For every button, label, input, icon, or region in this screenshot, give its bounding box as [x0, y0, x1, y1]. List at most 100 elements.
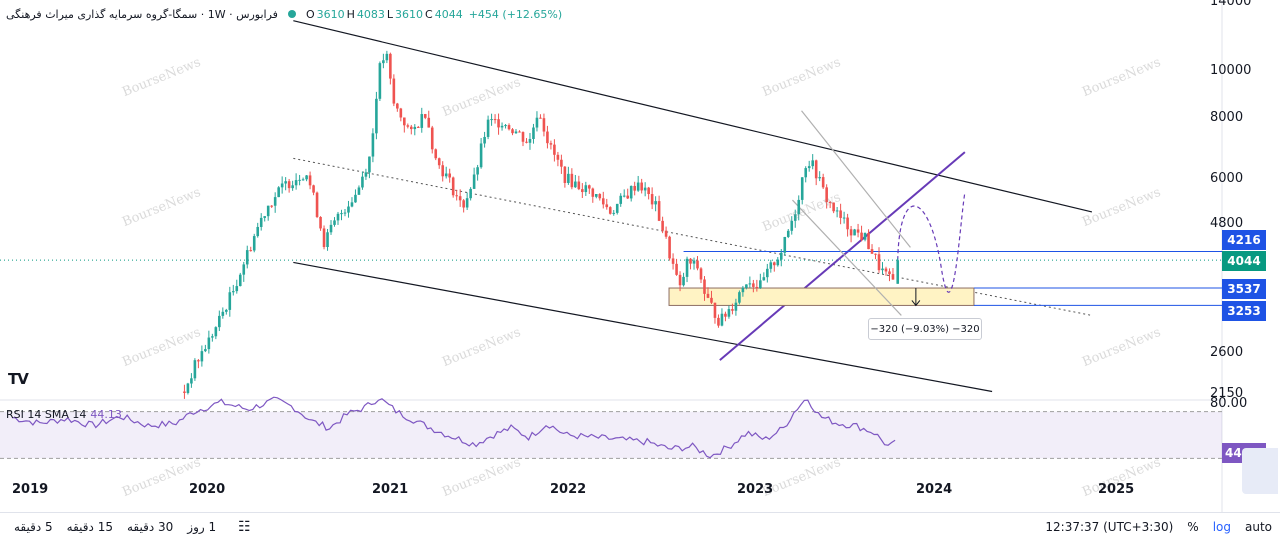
candle-body — [511, 129, 514, 134]
candle-body — [322, 228, 326, 248]
candle-body — [354, 194, 357, 203]
candle-body — [469, 188, 472, 199]
candle-body — [273, 197, 277, 206]
candle-body — [493, 119, 497, 121]
log-toggle[interactable]: log — [1212, 520, 1231, 534]
year-label: 2022 — [550, 482, 587, 497]
candle-body — [839, 210, 842, 218]
support-zone — [668, 287, 975, 306]
candle-body — [399, 108, 403, 118]
year-label: 2020 — [189, 482, 226, 497]
timeframe-1d[interactable]: 1 روز — [187, 520, 217, 534]
timeframe-30m[interactable]: 30 دقیقه — [126, 520, 174, 534]
candle-body — [308, 175, 312, 186]
symbol-title[interactable]: فرابورس · 1W · سمگا-گروه سرمایه گذاری می… — [6, 7, 278, 21]
candle-body — [186, 383, 190, 393]
candle-body — [416, 126, 420, 128]
candle-body — [553, 144, 556, 155]
year-label: 2021 — [372, 482, 409, 497]
rsi-label[interactable]: RSI 14 SMA 14 — [6, 408, 87, 421]
price-tick: 14000 — [1210, 0, 1252, 9]
candle-body — [846, 217, 849, 230]
candle-body — [305, 175, 308, 180]
close-value: 4044 — [434, 7, 463, 21]
timeframe-5m[interactable]: 5 دقیقه — [14, 520, 53, 534]
candle-body — [183, 391, 186, 393]
auto-toggle[interactable]: auto — [1244, 520, 1272, 534]
candle-body — [807, 166, 811, 169]
candle-body — [378, 63, 382, 99]
candle-body — [238, 274, 242, 287]
candle-body — [703, 279, 706, 294]
low-key: L — [386, 7, 394, 21]
candle-body — [455, 195, 458, 197]
clock[interactable]: 12:37:37 (UTC+3:30) — [1045, 520, 1174, 534]
wedge-upper-line — [801, 110, 911, 248]
candle-body — [584, 185, 588, 193]
candle-body — [762, 277, 766, 281]
candle-body — [682, 276, 685, 286]
ohlc-values: O 3610 H 4083 L 3610 C 4044 +454 (+12.65%) — [306, 8, 562, 21]
candle-body — [423, 114, 427, 118]
candle-body — [605, 204, 609, 208]
candle-body — [427, 117, 431, 128]
candle-body — [577, 181, 581, 190]
candle-body — [228, 292, 232, 310]
candle-body — [347, 206, 350, 213]
candle-body — [556, 154, 560, 160]
candle-body — [280, 183, 284, 188]
price-tick: 2150 — [1210, 386, 1244, 401]
candle-body — [800, 177, 804, 200]
low-value: 3610 — [395, 7, 424, 21]
candle-body — [252, 236, 256, 251]
candle-body — [738, 292, 741, 303]
candle-body — [849, 229, 853, 236]
date-range-icon[interactable]: ☷ — [238, 519, 251, 535]
candle-body — [287, 181, 291, 189]
candle-body — [211, 336, 214, 338]
candle-body — [811, 160, 814, 167]
candle-body — [343, 212, 347, 214]
candle-body — [190, 378, 193, 384]
candle-body — [301, 179, 305, 181]
candle-body — [483, 136, 486, 144]
candle-body — [675, 263, 678, 275]
candle-body — [884, 268, 888, 272]
candle-body — [828, 202, 832, 204]
candle-body — [336, 213, 340, 221]
measure-label[interactable]: −320 (−9.03%) −320 — [868, 318, 982, 340]
candle-body — [371, 133, 375, 157]
candle-body — [479, 143, 483, 168]
timeframe-15m[interactable]: 15 دقیقه — [66, 520, 113, 534]
candle-body — [842, 217, 846, 219]
candle-body — [626, 195, 630, 199]
candle-body — [333, 220, 336, 225]
candle-body — [870, 249, 874, 254]
candle-body — [486, 119, 490, 137]
percent-toggle[interactable]: % — [1187, 520, 1199, 534]
candle-body — [574, 181, 577, 188]
candle-body — [696, 260, 699, 269]
candle-body — [636, 182, 640, 191]
candle-body — [727, 309, 731, 317]
candle-body — [465, 198, 469, 208]
candle-body — [745, 284, 748, 288]
candle-body — [472, 174, 476, 189]
candle-body — [476, 167, 479, 175]
candle-body — [615, 203, 619, 213]
candle-body — [706, 293, 710, 298]
candle-body — [231, 291, 235, 293]
candle-body — [507, 125, 511, 130]
rsi-panel — [0, 0, 1223, 512]
candle-body — [786, 230, 790, 237]
close-key: C — [425, 7, 433, 21]
side-panel-button[interactable] — [1242, 448, 1278, 494]
candle-body — [329, 224, 333, 233]
toolbar-right: 12:37:37 (UTC+3:30) % log auto — [1045, 513, 1272, 541]
candle-body — [410, 126, 413, 130]
candle-body — [741, 287, 745, 293]
tradingview-logo[interactable]: TV — [8, 370, 29, 388]
candle-body — [853, 229, 856, 236]
candle-body — [612, 212, 616, 214]
